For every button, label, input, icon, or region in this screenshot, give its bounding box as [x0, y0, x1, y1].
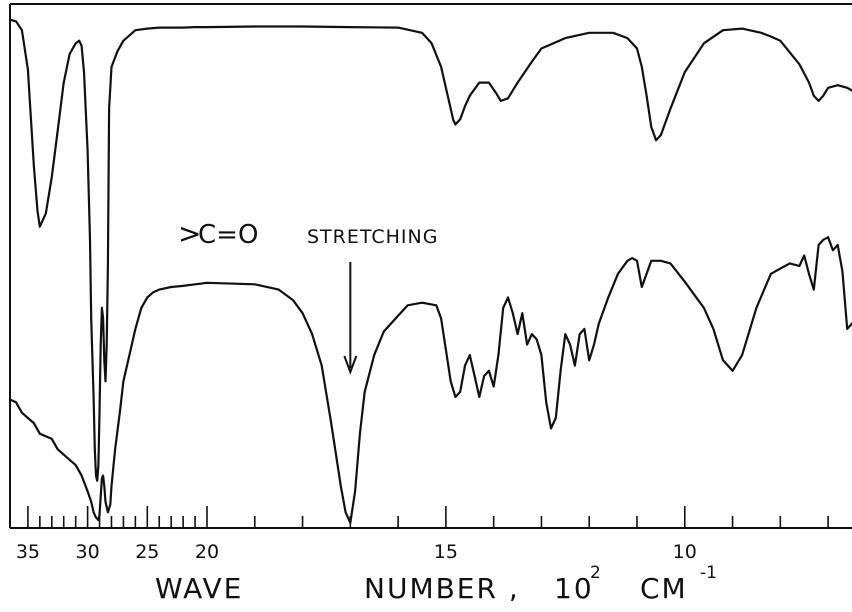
tick-label-35: 35: [16, 541, 40, 563]
annotation-arrow-head: [343, 355, 358, 375]
x-axis-unit-word: CM: [640, 572, 688, 605]
tick-label-10: 10: [673, 541, 697, 563]
spectrum-trace-1: [8, 18, 852, 482]
tick-label-25: 25: [135, 541, 159, 563]
x-axis-unit-exponent: 2: [590, 563, 601, 583]
annotation-stretching-label: STRETCHING: [307, 226, 438, 248]
x-axis-title-word1: WAVE: [155, 572, 243, 605]
tick-label-layer: 35 30 25 20 15 10: [16, 541, 697, 563]
annotation-carbonyl-group: C=O: [198, 220, 258, 250]
tick-label-30: 30: [76, 541, 100, 563]
trace-layer: [8, 18, 852, 524]
annotation-carbonyl-symbol: >: [178, 217, 201, 250]
spectrum-trace-2: [8, 236, 852, 524]
tick-layer: [27, 506, 829, 528]
plot-frame-layer: [9, 3, 852, 529]
tick-label-15: 15: [434, 541, 458, 563]
tick-label-20: 20: [195, 541, 219, 563]
x-axis-unit-word-exponent: -1: [700, 563, 717, 583]
x-axis-unit-base: 10: [554, 572, 594, 605]
x-axis-title-word2: NUMBER ,: [364, 572, 520, 605]
annotation-layer: [343, 262, 358, 375]
